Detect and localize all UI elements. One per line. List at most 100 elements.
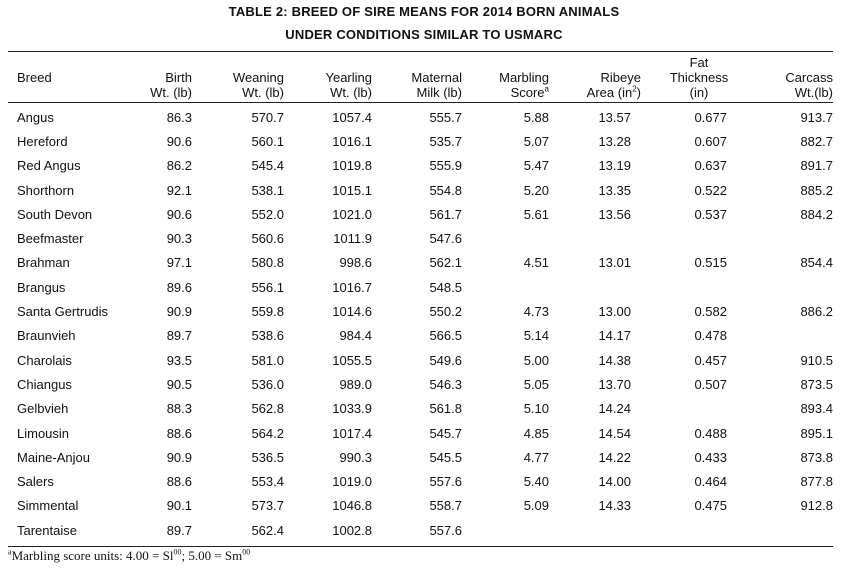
cell-yearling-wt: 1015.1 (332, 182, 372, 198)
cell-carcass-wt: 912.8 (800, 498, 833, 514)
cell-ribeye-area: 14.38 (598, 352, 631, 368)
cell-marbling-score: 4.73 (523, 304, 549, 320)
cell-weaning-wt: 553.4 (251, 474, 284, 490)
cell-breed-name: Santa Gertrudis (17, 304, 109, 320)
cell-marbling-score: 5.09 (523, 498, 549, 514)
table-subtitle: UNDER CONDITIONS SIMILAR TO USMARC (285, 27, 563, 42)
cell-birth-wt: 97.1 (166, 255, 192, 271)
cell-yearling-wt: 984.4 (339, 328, 372, 344)
header-birth-wt: Birth Wt. (lb) (150, 70, 192, 100)
cell-carcass-wt: 893.4 (800, 401, 833, 417)
table-row: Braunvieh 89.7 538.6 984.4 566.5 5.14 14.17 0.4… (8, 324, 833, 348)
cell-yearling-wt: 1014.6 (332, 304, 372, 320)
cell-breed-name: Hereford (17, 133, 68, 149)
cell-breed-name: Brahman (17, 255, 70, 271)
cell-breed-name: Beefmaster (17, 231, 84, 247)
table-row: Limousin 88.6 564.2 1017.4 545.7 4.85 14.54 0.4… (8, 421, 833, 445)
breed-means-table: Breed Birth Wt. (lb) Weaning Wt. (lb) Year… (8, 52, 833, 542)
cell-birth-wt: 90.9 (166, 304, 192, 320)
cell-marbling-score (462, 275, 549, 299)
cell-ribeye-area: 14.22 (598, 449, 631, 465)
cell-weaning-wt: 560.1 (251, 133, 284, 149)
cell-breed-name: Brangus (17, 279, 66, 295)
cell-birth-wt: 88.6 (166, 425, 192, 441)
cell-maternal-milk: 549.6 (429, 352, 462, 368)
cell-breed-name: Salers (17, 474, 54, 490)
table-row: Shorthorn 92.1 538.1 1015.1 554.8 5.20 13.35 0.… (8, 178, 833, 202)
cell-yearling-wt: 1033.9 (332, 401, 372, 417)
header-carcass-wt: Carcass Wt.(lb) (785, 70, 833, 100)
cell-fat-thickness: 0.507 (694, 376, 727, 392)
cell-fat-thickness: 0.457 (694, 352, 727, 368)
cell-maternal-milk: 554.8 (429, 182, 462, 198)
cell-fat-thickness: 0.433 (694, 449, 727, 465)
cell-fat-thickness (641, 397, 739, 421)
table-row: Salers 88.6 553.4 1019.0 557.6 5.40 14.00 0.464… (8, 469, 833, 493)
cell-birth-wt: 88.3 (166, 401, 192, 417)
cell-marbling-score: 5.47 (523, 158, 549, 174)
cell-maternal-milk: 545.5 (429, 449, 462, 465)
table-row: Beefmaster 90.3 560.6 1011.9 547.6 (8, 226, 833, 250)
cell-yearling-wt: 1021.0 (332, 206, 372, 222)
cell-carcass-wt (739, 226, 833, 250)
cell-fat-thickness (641, 226, 739, 250)
cell-weaning-wt: 545.4 (251, 158, 284, 174)
cell-carcass-wt: 886.2 (800, 304, 833, 320)
cell-carcass-wt: 882.7 (800, 133, 833, 149)
cell-weaning-wt: 560.6 (251, 231, 284, 247)
cell-marbling-score: 5.00 (523, 352, 549, 368)
cell-yearling-wt: 1055.5 (332, 352, 372, 368)
cell-weaning-wt: 581.0 (251, 352, 284, 368)
table-row: Angus 86.3 570.7 1057.4 555.7 5.88 13.57 0.677 9… (8, 102, 833, 129)
cell-maternal-milk: 555.7 (429, 109, 462, 125)
cell-yearling-wt: 990.3 (339, 449, 372, 465)
cell-fat-thickness: 0.677 (694, 109, 727, 125)
cell-weaning-wt: 573.7 (251, 498, 284, 514)
cell-breed-name: Charolais (17, 352, 72, 368)
cell-marbling-score: 4.77 (523, 449, 549, 465)
cell-yearling-wt: 998.6 (339, 255, 372, 271)
cell-ribeye-area (549, 275, 641, 299)
cell-breed-name: South Devon (17, 206, 93, 222)
cell-carcass-wt: 854.4 (800, 255, 833, 271)
header-yearling-wt: Yearling Wt. (lb) (325, 70, 372, 100)
cell-marbling-score: 5.61 (523, 206, 549, 222)
cell-birth-wt: 89.6 (166, 279, 192, 295)
cell-breed-name: Simmental (17, 498, 79, 514)
table-row: Hereford 90.6 560.1 1016.1 535.7 5.07 13.28 0.6… (8, 129, 833, 153)
cell-ribeye-area: 13.57 (598, 109, 631, 125)
cell-birth-wt: 88.6 (166, 474, 192, 490)
cell-carcass-wt (739, 518, 833, 542)
cell-maternal-milk: 561.8 (429, 401, 462, 417)
cell-birth-wt: 86.2 (166, 158, 192, 174)
cell-marbling-score: 5.40 (523, 474, 549, 490)
cell-maternal-milk: 561.7 (429, 206, 462, 222)
cell-breed-name: Tarentaise (17, 522, 77, 538)
table-row: Brahman 97.1 580.8 998.6 562.1 4.51 13.01 0.515… (8, 251, 833, 275)
cell-carcass-wt (739, 275, 833, 299)
cell-carcass-wt (739, 324, 833, 348)
cell-birth-wt: 92.1 (166, 182, 192, 198)
cell-yearling-wt: 1057.4 (332, 109, 372, 125)
cell-carcass-wt: 895.1 (800, 425, 833, 441)
cell-birth-wt: 89.7 (166, 328, 192, 344)
table-row: Charolais 93.5 581.0 1055.5 549.6 5.00 14.38 0.… (8, 348, 833, 372)
cell-maternal-milk: 558.7 (429, 498, 462, 514)
cell-yearling-wt: 989.0 (339, 376, 372, 392)
header-row: Breed Birth Wt. (lb) Weaning Wt. (lb) Year… (8, 52, 833, 102)
cell-weaning-wt: 570.7 (251, 109, 284, 125)
cell-weaning-wt: 559.8 (251, 304, 284, 320)
cell-maternal-milk: 566.5 (429, 328, 462, 344)
header-ribeye-area: Ribeye Area (in2) (586, 70, 641, 100)
cell-ribeye-area: 14.00 (598, 474, 631, 490)
cell-marbling-score: 5.07 (523, 133, 549, 149)
cell-birth-wt: 90.1 (166, 498, 192, 514)
cell-yearling-wt: 1019.0 (332, 474, 372, 490)
cell-ribeye-area: 14.24 (598, 401, 631, 417)
cell-carcass-wt: 884.2 (800, 206, 833, 222)
header-breed: Breed (17, 69, 52, 85)
cell-breed-name: Red Angus (17, 158, 81, 174)
cell-fat-thickness: 0.607 (694, 133, 727, 149)
cell-weaning-wt: 536.5 (251, 449, 284, 465)
cell-maternal-milk: 546.3 (429, 376, 462, 392)
